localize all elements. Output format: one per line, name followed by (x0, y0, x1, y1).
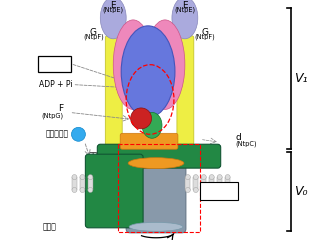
Text: B: B (130, 51, 136, 60)
Ellipse shape (88, 174, 93, 180)
Text: B: B (162, 51, 168, 60)
FancyBboxPatch shape (85, 154, 143, 228)
Text: 細胞外: 細胞外 (43, 222, 57, 231)
Ellipse shape (113, 20, 153, 109)
Text: (NtpF): (NtpF) (83, 34, 104, 40)
Ellipse shape (72, 174, 77, 180)
Text: ADP + Pi: ADP + Pi (39, 80, 72, 89)
Ellipse shape (225, 174, 230, 180)
Text: V₁: V₁ (294, 72, 308, 85)
Ellipse shape (80, 174, 85, 180)
Text: (NtpC): (NtpC) (236, 141, 257, 148)
Text: G: G (201, 28, 208, 37)
FancyBboxPatch shape (97, 144, 221, 168)
Ellipse shape (142, 112, 162, 138)
FancyBboxPatch shape (38, 56, 71, 72)
Text: E: E (182, 1, 188, 10)
Text: (NtpE): (NtpE) (174, 7, 196, 13)
Bar (217, 177, 222, 190)
Bar (72, 177, 77, 190)
Ellipse shape (193, 187, 198, 192)
Ellipse shape (185, 187, 190, 192)
Text: d: d (236, 133, 241, 142)
Ellipse shape (145, 20, 185, 109)
Ellipse shape (185, 174, 190, 180)
Bar (80, 177, 85, 190)
Bar (201, 177, 206, 190)
Text: V₀: V₀ (294, 185, 308, 198)
Ellipse shape (131, 108, 152, 129)
Text: (NtpG): (NtpG) (41, 112, 63, 119)
Ellipse shape (80, 187, 85, 192)
Text: E: E (110, 1, 116, 10)
Ellipse shape (201, 187, 206, 192)
Ellipse shape (217, 187, 222, 192)
FancyBboxPatch shape (126, 155, 186, 233)
Text: A: A (144, 67, 152, 77)
Ellipse shape (121, 26, 175, 117)
Ellipse shape (193, 174, 198, 180)
Ellipse shape (201, 174, 206, 180)
Bar (88, 177, 93, 190)
FancyBboxPatch shape (200, 182, 237, 200)
Ellipse shape (128, 158, 184, 169)
Text: (NtpB): (NtpB) (154, 60, 176, 66)
Text: F: F (58, 104, 63, 113)
Text: (NtpB): (NtpB) (122, 60, 144, 66)
Circle shape (71, 127, 85, 141)
Bar (193, 177, 198, 190)
Text: 細胞内: 細胞内 (88, 152, 102, 161)
Ellipse shape (209, 174, 214, 180)
FancyBboxPatch shape (105, 36, 122, 153)
Text: 細胞蛜: 細胞蛜 (212, 186, 226, 196)
FancyBboxPatch shape (177, 36, 194, 153)
Ellipse shape (217, 174, 222, 180)
Text: D: D (148, 119, 156, 128)
Bar (185, 177, 190, 190)
Bar (118, 144, 200, 232)
FancyBboxPatch shape (120, 133, 178, 149)
Bar (225, 177, 230, 190)
Ellipse shape (88, 187, 93, 192)
Bar (209, 177, 214, 190)
Text: a: a (111, 182, 117, 192)
Text: (NtpA): (NtpA) (137, 76, 159, 83)
Ellipse shape (209, 187, 214, 192)
Text: (NtpD): (NtpD) (143, 128, 161, 133)
Ellipse shape (225, 187, 230, 192)
Text: G: G (90, 28, 97, 37)
Text: (NtpE): (NtpE) (103, 7, 124, 13)
Ellipse shape (129, 222, 183, 231)
Ellipse shape (100, 0, 126, 39)
Ellipse shape (172, 0, 198, 39)
Text: (NtpI): (NtpI) (104, 192, 124, 198)
Text: (NtpF): (NtpF) (194, 34, 215, 40)
Text: C: C (152, 186, 160, 196)
Text: (NtpK): (NtpK) (145, 196, 167, 202)
Ellipse shape (72, 187, 77, 192)
Text: ATP: ATP (46, 59, 63, 69)
Text: 水素イオン: 水素イオン (45, 130, 68, 139)
